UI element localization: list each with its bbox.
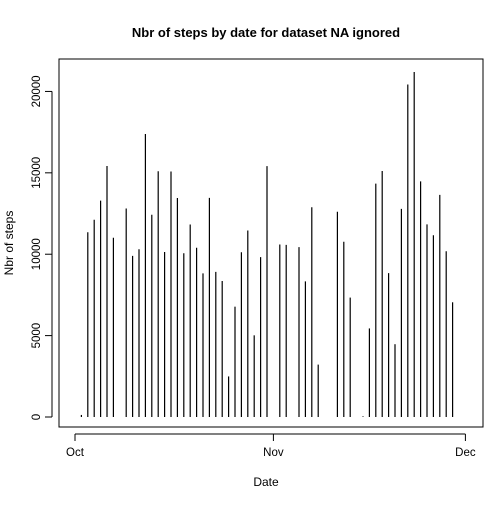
x-axis-label: Date xyxy=(253,475,279,489)
x-tick-label: Nov xyxy=(263,447,284,459)
y-tick-label: 20000 xyxy=(31,75,43,107)
y-tick-label: 5000 xyxy=(31,323,43,349)
plot-frame xyxy=(58,58,484,428)
x-axis: Oct Nov Dec xyxy=(66,433,476,459)
y-axis: 0 5000 10000 15000 20000 xyxy=(31,75,53,420)
y-axis-label: Nbr of steps xyxy=(2,211,16,276)
x-tick-label: Oct xyxy=(66,447,85,459)
x-tick-label: Dec xyxy=(455,447,476,459)
y-tick-label: 15000 xyxy=(31,157,43,189)
y-tick-label: 10000 xyxy=(31,238,43,270)
chart-title: Nbr of steps by date for dataset NA igno… xyxy=(132,25,400,40)
bars xyxy=(80,72,454,417)
y-tick-label: 0 xyxy=(31,414,43,420)
